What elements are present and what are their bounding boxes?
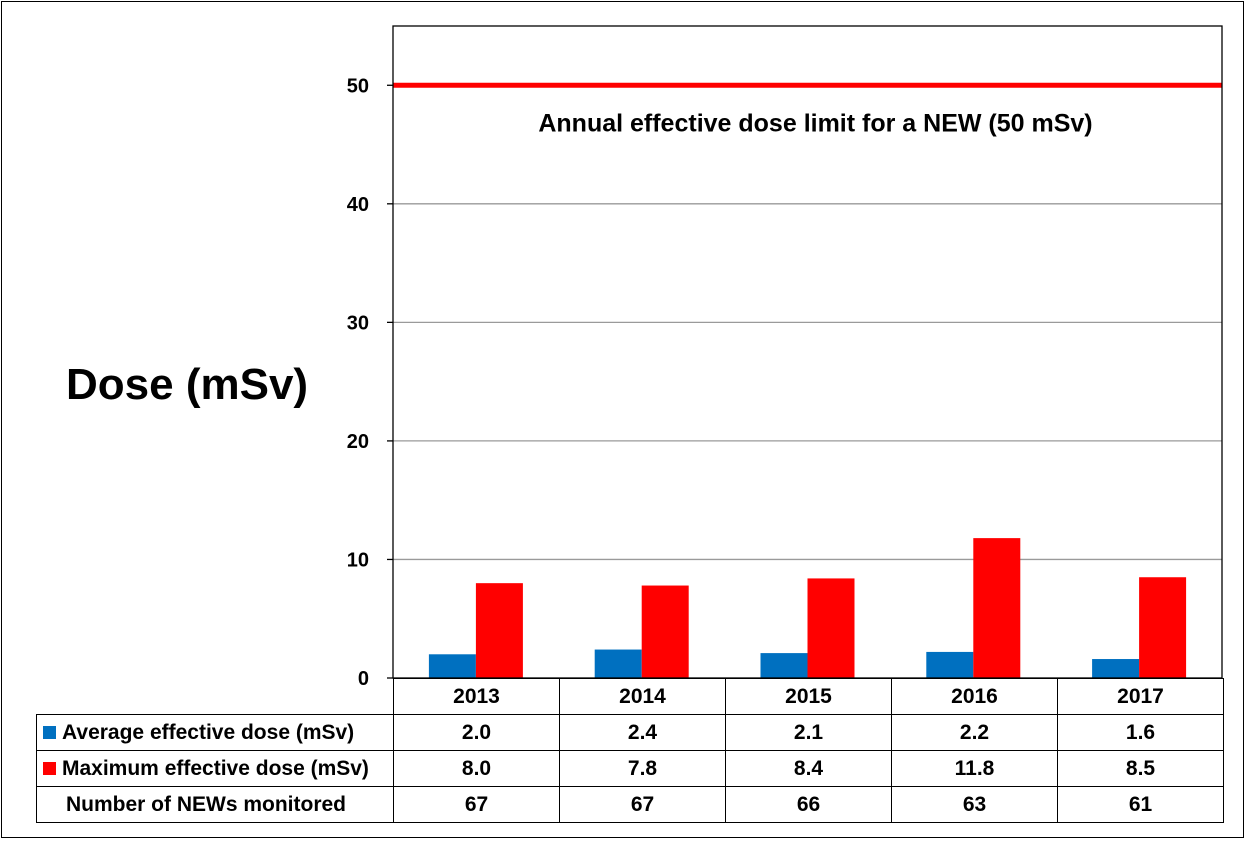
category-label: 2015 [725, 678, 892, 715]
category-label: 2014 [559, 678, 726, 715]
table-row-news: Number of NEWs monitored 67 67 66 63 61 [36, 786, 1224, 823]
data-label: 7.8 [559, 750, 726, 787]
y-tick-label: 20 [347, 431, 369, 453]
bars [428, 538, 1187, 678]
data-label: 2.4 [559, 714, 726, 751]
category-row: 2013 2014 2015 2016 2017 [36, 678, 1224, 715]
y-tick-label: 10 [347, 549, 369, 571]
data-label: 8.5 [1057, 750, 1224, 787]
data-label: 2.0 [393, 714, 560, 751]
data-label: 8.4 [725, 750, 892, 787]
y-tick-label: 50 [347, 75, 369, 97]
reference-line-group: Annual effective dose limit for a NEW (5… [393, 82, 1222, 137]
y-axis-title: Dose (mSv) [66, 360, 309, 409]
bar-average [428, 654, 476, 678]
reference-line-label: Annual effective dose limit for a NEW (5… [538, 109, 1092, 137]
table-row-maximum: Maximum effective dose (mSv) 8.0 7.8 8.4… [36, 750, 1224, 787]
data-table: 2013 2014 2015 2016 2017 Average effecti… [36, 678, 1224, 823]
legend-label: Average effective dose (mSv) [62, 720, 355, 744]
data-label: 11.8 [891, 750, 1058, 787]
legend-entry-average: Average effective dose (mSv) [36, 714, 394, 751]
gridlines [393, 84, 1222, 561]
data-label: 8.0 [393, 750, 560, 787]
bar-maximum [475, 583, 523, 678]
y-tick-label: 30 [347, 312, 369, 334]
data-label: 63 [891, 786, 1058, 823]
data-label: 66 [725, 786, 892, 823]
row-label-news: Number of NEWs monitored [36, 786, 394, 823]
bar-average [926, 651, 974, 678]
data-label: 67 [559, 786, 726, 823]
table-row-average: Average effective dose (mSv) 2.0 2.4 2.1… [36, 714, 1224, 751]
legend-entry-maximum: Maximum effective dose (mSv) [36, 750, 394, 787]
bar-maximum [973, 538, 1021, 678]
legend-label: Maximum effective dose (mSv) [62, 756, 369, 780]
data-label: 1.6 [1057, 714, 1224, 751]
data-label: 61 [1057, 786, 1224, 823]
bar-average [1092, 659, 1140, 678]
category-label: 2013 [393, 678, 560, 715]
legend-swatch-average [43, 725, 56, 739]
bar-average [594, 649, 642, 678]
category-label: 2016 [891, 678, 1058, 715]
table-corner [36, 678, 394, 715]
y-tick-label: 40 [347, 194, 369, 216]
bar-maximum [807, 578, 855, 678]
data-label: 2.1 [725, 714, 892, 751]
bar-maximum [1139, 577, 1187, 678]
data-label: 67 [393, 786, 560, 823]
legend-swatch-maximum [43, 761, 56, 775]
bar-average [760, 653, 808, 678]
data-label: 2.2 [891, 714, 1058, 751]
bar-maximum [641, 585, 689, 678]
category-label: 2017 [1057, 678, 1224, 715]
